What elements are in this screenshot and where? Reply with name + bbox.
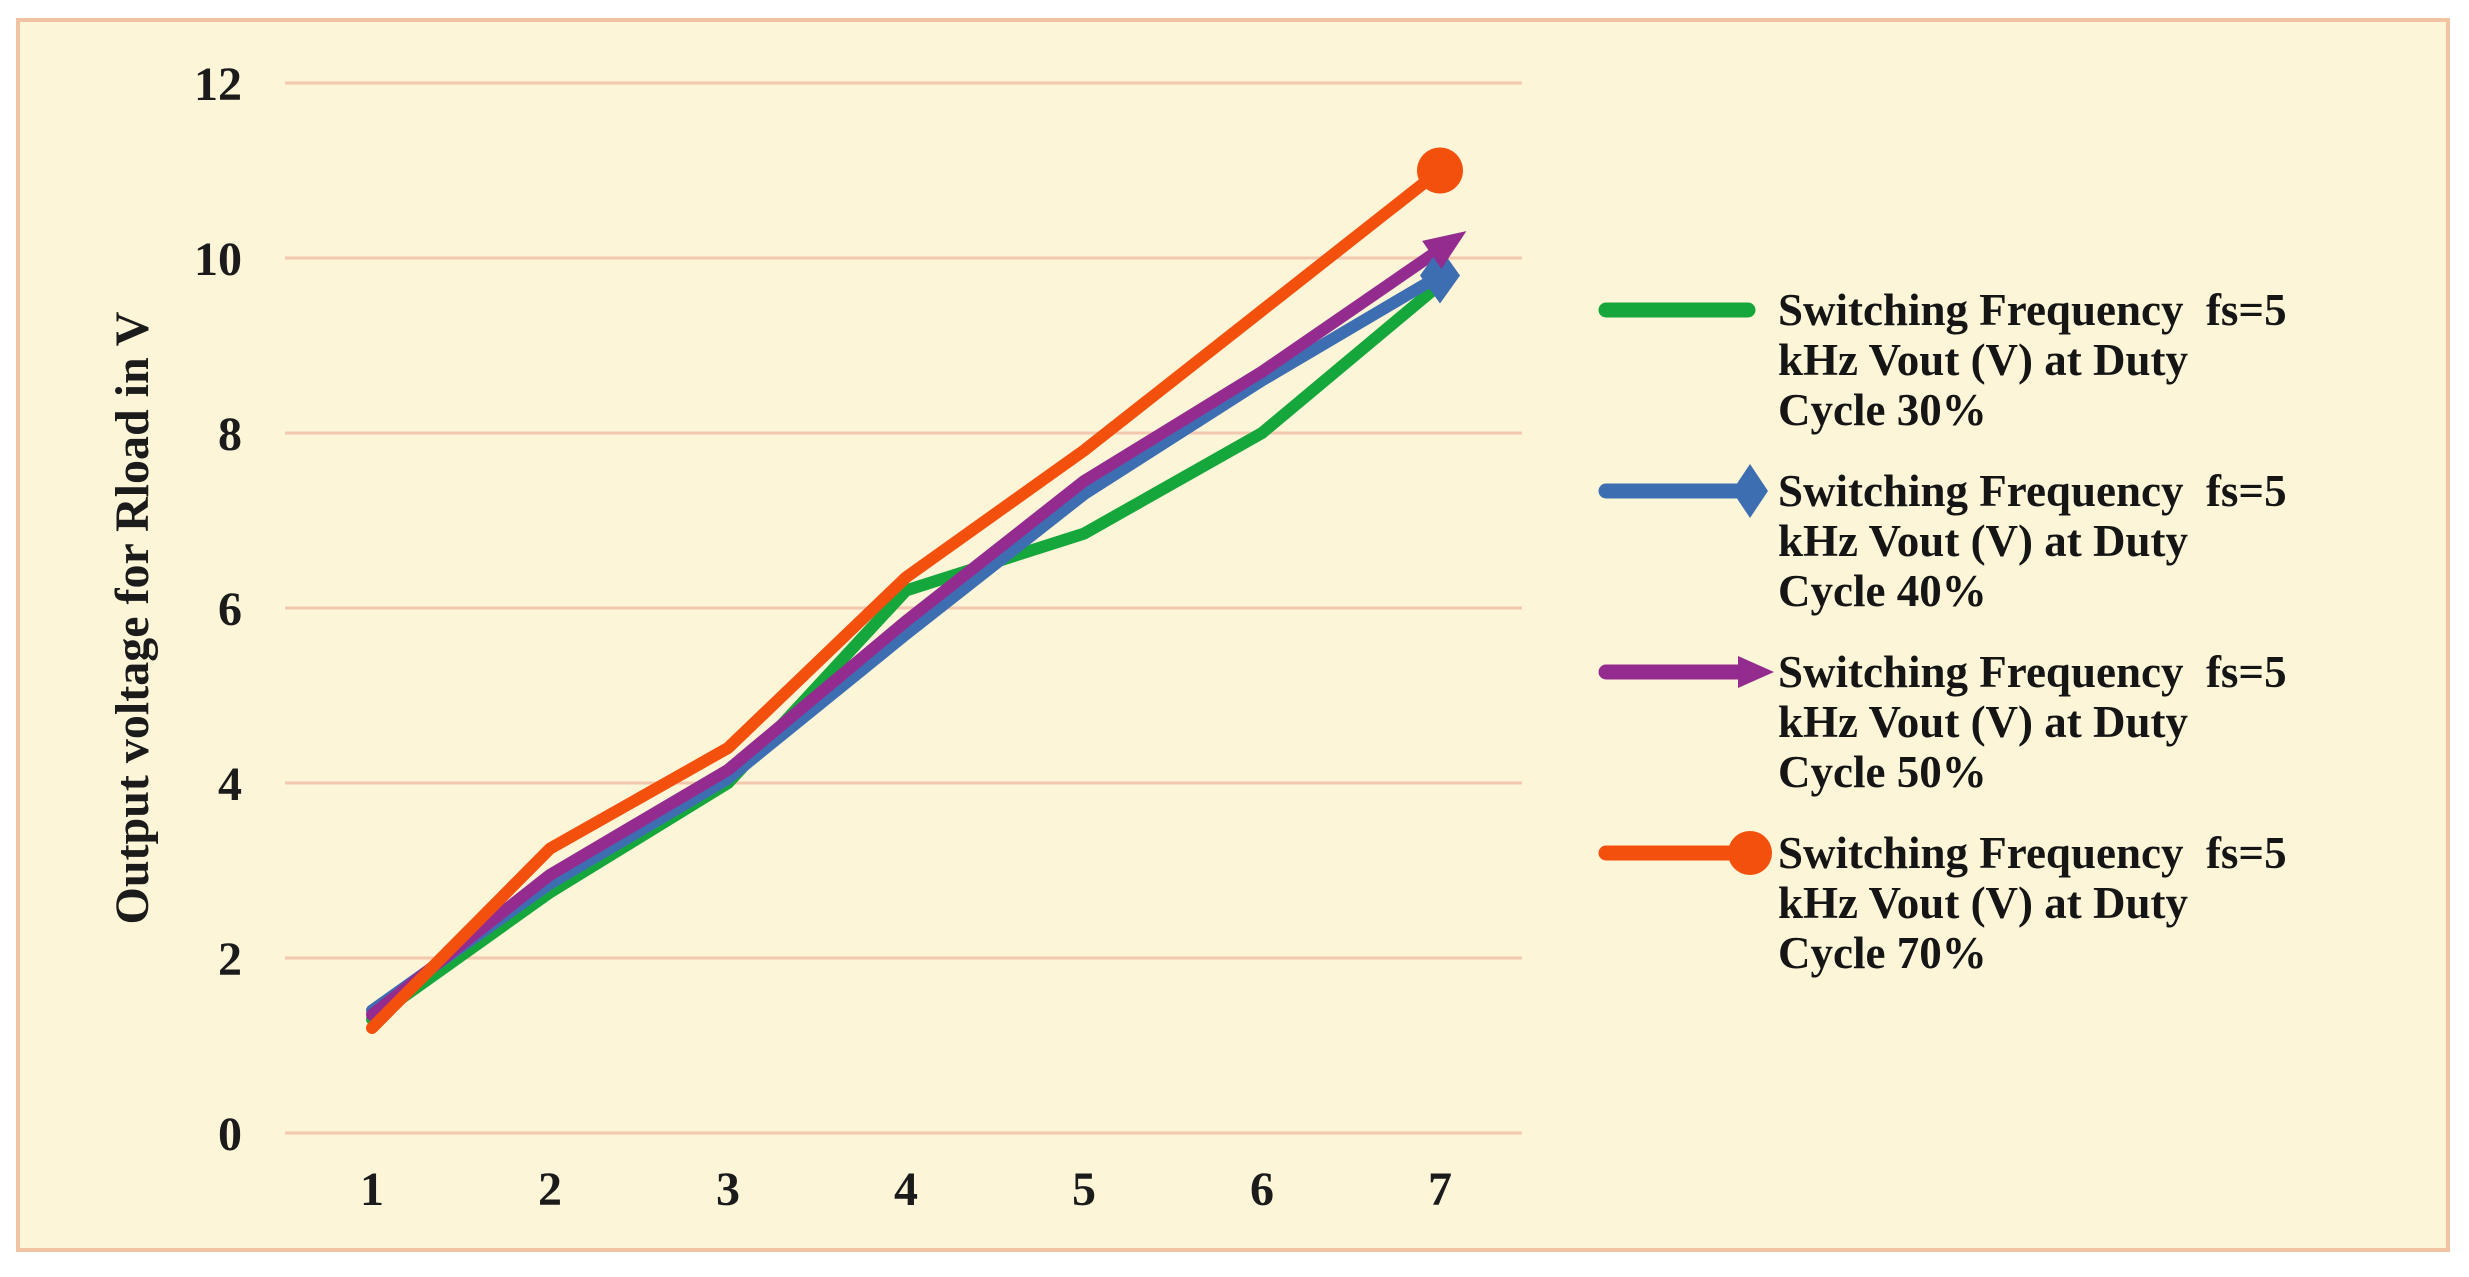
y-tick-label: 6 [218, 583, 242, 636]
y-tick-label: 10 [194, 233, 242, 286]
series-line-duty-30 [366, 278, 1446, 1026]
y-axis-title: Output voltage for Rload in V [106, 311, 159, 924]
x-tick-label: 4 [894, 1163, 918, 1216]
x-tick-label: 5 [1072, 1163, 1096, 1216]
series-endpoint-marker-duty-50 [1422, 231, 1467, 269]
series-line-duty-40 [366, 269, 1446, 1017]
series-endpoint-marker-duty-70 [1417, 147, 1463, 194]
series-endpoint-marker-duty-40 [1420, 247, 1460, 304]
y-tick-label: 2 [218, 933, 242, 986]
x-axis-tick-labels: 1 2 3 4 5 6 7 [360, 1163, 1452, 1216]
series-line-duty-70 [366, 164, 1446, 1034]
x-tick-label: 7 [1428, 1163, 1452, 1216]
y-tick-label: 0 [218, 1108, 242, 1161]
x-tick-label: 1 [360, 1163, 384, 1216]
y-axis-tick-labels: 0 2 4 6 8 10 12 [194, 58, 242, 1161]
series-line-duty-50 [366, 243, 1446, 1021]
gridlines [285, 81, 1522, 1135]
y-tick-label: 12 [194, 58, 242, 111]
x-tick-label: 3 [716, 1163, 740, 1216]
plot-panel [16, 18, 2450, 1252]
x-tick-label: 2 [538, 1163, 562, 1216]
y-tick-label: 4 [218, 758, 242, 811]
y-tick-label: 8 [218, 408, 242, 461]
x-tick-label: 6 [1250, 1163, 1274, 1216]
